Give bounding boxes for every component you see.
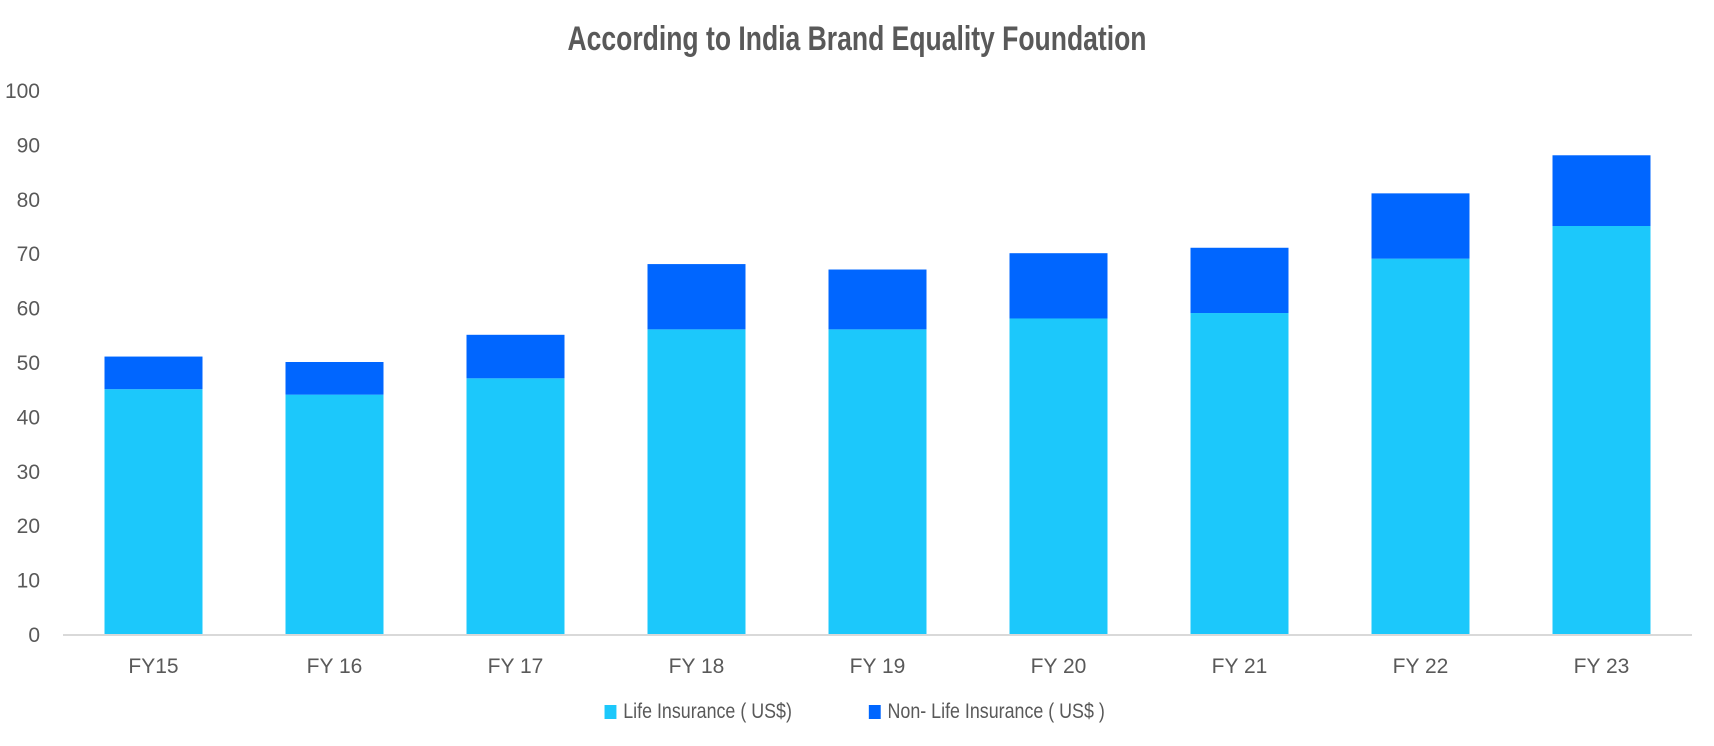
- x-tick-label: FY 23: [1574, 655, 1630, 678]
- legend-label: Life Insurance ( US$): [623, 700, 792, 723]
- x-tick-label: FY15: [128, 655, 178, 678]
- chart-title: According to India Brand Equality Founda…: [567, 20, 1147, 58]
- bar-life: [1371, 258, 1470, 634]
- y-tick-label: 80: [17, 189, 40, 212]
- bar-life: [828, 329, 927, 634]
- bar-non-life: [285, 362, 384, 395]
- y-tick-label: 40: [17, 406, 40, 429]
- legend-item: Non- Life Insurance ( US$ ): [869, 700, 1105, 724]
- y-tick-label: 60: [17, 298, 40, 321]
- bar-non-life: [1552, 155, 1651, 226]
- legend-swatch: [604, 705, 617, 719]
- bar-life: [1190, 313, 1289, 634]
- bar-life: [104, 389, 203, 634]
- bar-life: [1552, 226, 1651, 634]
- bar-life: [466, 378, 565, 634]
- y-tick-label: 0: [28, 624, 40, 647]
- y-tick-label: 30: [17, 461, 40, 484]
- x-tick-label: FY 22: [1393, 655, 1449, 678]
- y-tick-label: 90: [17, 134, 40, 157]
- y-tick-label: 100: [5, 80, 40, 103]
- bar-non-life: [647, 264, 746, 330]
- legend-label: Non- Life Insurance ( US$ ): [887, 700, 1106, 723]
- x-tick-label: FY 20: [1031, 655, 1087, 678]
- y-tick-label: 70: [17, 243, 40, 266]
- legend-item: Life Insurance ( US$): [604, 700, 792, 724]
- x-tick-label: FY 17: [488, 655, 544, 678]
- bar-non-life: [828, 269, 927, 330]
- bar-life: [285, 394, 384, 634]
- bar-non-life: [466, 334, 565, 379]
- x-tick-label: FY 21: [1212, 655, 1268, 678]
- legend-swatch: [869, 705, 882, 719]
- bar-life: [647, 329, 746, 634]
- x-tick-label: FY 19: [850, 655, 906, 678]
- y-tick-label: 50: [17, 352, 40, 375]
- x-tick-label: FY 16: [307, 655, 363, 678]
- y-tick-label: 20: [17, 515, 40, 538]
- bar-life: [1009, 318, 1108, 634]
- x-tick-label: FY 18: [669, 655, 725, 678]
- bar-non-life: [1009, 253, 1108, 319]
- bar-non-life: [1190, 247, 1289, 314]
- legend: Life Insurance ( US$) Non- Life Insurance…: [0, 700, 1714, 724]
- bar-non-life: [1371, 193, 1470, 259]
- y-tick-label: 10: [17, 570, 40, 593]
- bar-non-life: [104, 356, 203, 390]
